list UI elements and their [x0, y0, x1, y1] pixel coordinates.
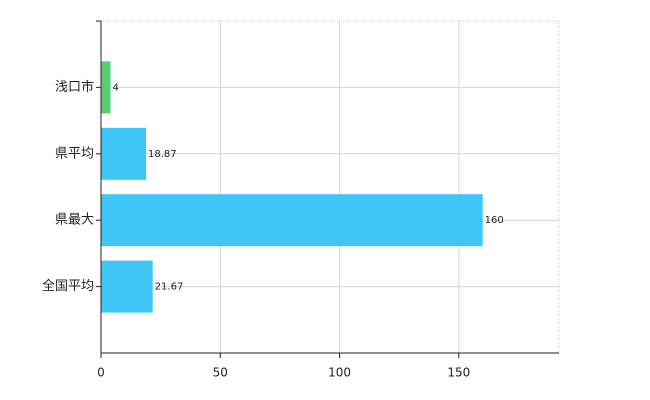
y-tick-label: 全国平均	[42, 278, 94, 294]
y-tick-label: 浅口市	[55, 79, 94, 95]
x-tick-label: 50	[213, 366, 228, 380]
x-tick-label: 150	[447, 366, 470, 380]
bar	[101, 61, 111, 114]
y-tick-label: 県平均	[55, 146, 94, 161]
value-label: 21.67	[155, 282, 184, 293]
bar	[101, 194, 483, 247]
bar	[101, 127, 147, 180]
x-tick-label: 100	[328, 366, 351, 380]
y-tick-label: 県最大	[55, 213, 94, 228]
value-label: 4	[113, 82, 119, 93]
x-tick-label: 0	[97, 366, 105, 380]
value-label: 160	[485, 215, 504, 226]
bar	[101, 260, 153, 313]
value-label: 18.87	[148, 149, 177, 160]
